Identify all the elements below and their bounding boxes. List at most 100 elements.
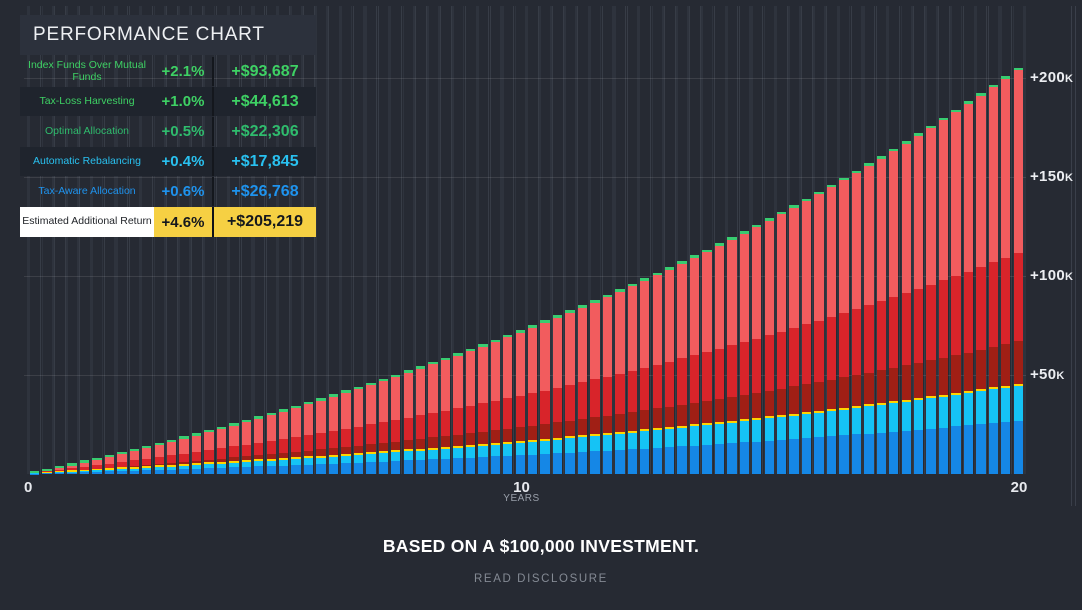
bar-segment-optimal-allocation: [154, 463, 164, 466]
bar-segment-index-funds-over-mutual-funds: [440, 360, 451, 411]
bar-segment-index-funds-over-mutual-funds: [1013, 70, 1023, 254]
bar-segment-top-cap-band: [403, 370, 413, 373]
bar-segment-index-funds-over-mutual-funds: [129, 451, 139, 461]
bar-segment-automatic-rebalancing: [67, 471, 77, 473]
bar-segment-tax-aware-allocation: [515, 455, 525, 474]
bar-segment-automatic-rebalancing: [826, 411, 837, 437]
bar-segment-tax-loss-harvesting: [602, 376, 613, 416]
bar-segment-optimal-allocation: [328, 448, 339, 455]
bar: [291, 405, 301, 474]
bar-segment-divider-band: [254, 459, 264, 462]
bar-segment-tax-loss-harvesting: [814, 320, 824, 382]
bar-segment-divider-band: [777, 415, 787, 418]
bar-segment-divider-band: [739, 419, 750, 422]
read-disclosure-link[interactable]: READ DISCLOSURE: [474, 573, 608, 585]
bar-segment-automatic-rebalancing: [565, 438, 575, 453]
bar-segment-tax-aware-allocation: [490, 456, 501, 474]
bar-segment-divider-band: [465, 444, 476, 447]
row-percent: +2.1%: [161, 63, 205, 80]
bar-segment-index-funds-over-mutual-funds: [229, 425, 239, 447]
bar-segment-index-funds-over-mutual-funds: [453, 355, 463, 409]
bar-segment-optimal-allocation: [1013, 341, 1023, 384]
bar-segment-tax-loss-harvesting: [216, 448, 227, 459]
bar-segment-tax-loss-harvesting: [279, 438, 289, 453]
bar-segment-index-funds-over-mutual-funds: [316, 400, 326, 433]
bar-segment-optimal-allocation: [777, 388, 787, 416]
bar-segment-top-cap-band: [79, 460, 90, 463]
row-percent: +0.4%: [161, 153, 205, 170]
bar: [54, 465, 65, 474]
bar-segment-divider-band: [129, 466, 139, 469]
bar-segment-index-funds-over-mutual-funds: [528, 327, 538, 394]
bar-segment-top-cap-band: [938, 117, 949, 121]
bar-segment-index-funds-over-mutual-funds: [216, 429, 227, 449]
bar-segment-automatic-rebalancing: [316, 457, 326, 465]
bar: [752, 224, 762, 474]
bar: [777, 211, 787, 474]
bar-segment-tax-aware-allocation: [801, 438, 812, 474]
bar-segment-top-cap-band: [67, 463, 77, 466]
bar-segment-top-cap-band: [166, 439, 177, 442]
bar: [378, 378, 388, 474]
bar: [826, 184, 837, 474]
bar-segment-tax-aware-allocation: [478, 457, 488, 474]
bar: [988, 84, 999, 474]
bar-segment-automatic-rebalancing: [428, 449, 438, 460]
bar-segment-divider-band: [440, 446, 451, 449]
bar: [453, 353, 463, 474]
bar-segment-automatic-rebalancing: [216, 463, 227, 468]
bar-segment-divider-band: [378, 451, 388, 454]
bar-segment-optimal-allocation: [739, 394, 750, 420]
bar: [1013, 67, 1023, 474]
bar-segment-tax-loss-harvesting: [179, 453, 189, 462]
bar-segment-divider-band: [938, 394, 949, 397]
bar-segment-top-cap-band: [988, 84, 999, 88]
bar-segment-tax-loss-harvesting: [864, 305, 874, 373]
bar-segment-optimal-allocation: [951, 355, 961, 393]
bar-segment-automatic-rebalancing: [166, 466, 177, 470]
bar-segment-top-cap-band: [465, 348, 476, 352]
bar: [876, 156, 886, 474]
bar-segment-optimal-allocation: [652, 408, 662, 429]
bar-segment-tax-loss-harvesting: [839, 313, 849, 378]
bar-segment-divider-band: [988, 387, 999, 390]
bar-segment-index-funds-over-mutual-funds: [341, 392, 351, 429]
bar: [403, 370, 413, 474]
bar-segment-optimal-allocation: [976, 349, 986, 390]
bar: [540, 320, 550, 474]
bar-segment-divider-band: [54, 471, 65, 473]
bar-segment-optimal-allocation: [403, 440, 413, 450]
bar-segment-top-cap-band: [627, 283, 637, 287]
bar-segment-top-cap-band: [963, 101, 974, 104]
bar-segment-optimal-allocation: [415, 438, 426, 449]
bar-segment-index-funds-over-mutual-funds: [889, 151, 899, 298]
bar-segment-automatic-rebalancing: [864, 406, 874, 434]
bar-segment-tax-loss-harvesting: [677, 358, 687, 405]
bar-segment-optimal-allocation: [963, 352, 974, 392]
bar-segment-divider-band: [901, 399, 911, 402]
bar-segment-top-cap-band: [341, 390, 351, 393]
bar-segment-tax-aware-allocation: [366, 462, 376, 474]
bar-segment-index-funds-over-mutual-funds: [590, 302, 600, 380]
bar-segment-optimal-allocation: [515, 427, 525, 441]
bar-segment-index-funds-over-mutual-funds: [92, 460, 102, 466]
bar-segment-tax-loss-harvesting: [938, 280, 949, 358]
bar-segment-optimal-allocation: [465, 433, 476, 445]
bar-segment-optimal-allocation: [440, 436, 451, 447]
bar-segment-optimal-allocation: [166, 462, 177, 465]
bar: [951, 109, 961, 474]
bar-segment-optimal-allocation: [503, 428, 513, 442]
bar-segment-top-cap-band: [565, 310, 575, 313]
bar-segment-tax-loss-harvesting: [714, 348, 725, 399]
bar: [851, 170, 862, 474]
bar-segment-tax-aware-allocation: [142, 470, 152, 474]
bar-segment-tax-loss-harvesting: [154, 456, 164, 464]
bar-segment-optimal-allocation: [889, 367, 899, 402]
bar-segment-optimal-allocation: [453, 434, 463, 446]
bar-segment-index-funds-over-mutual-funds: [279, 411, 289, 439]
bar-segment-divider-band: [391, 450, 401, 453]
bar-segment-automatic-rebalancing: [876, 404, 886, 433]
bar-segment-automatic-rebalancing: [702, 425, 712, 445]
bar-segment-tax-loss-harvesting: [851, 309, 862, 376]
bar-segment-optimal-allocation: [789, 386, 799, 414]
